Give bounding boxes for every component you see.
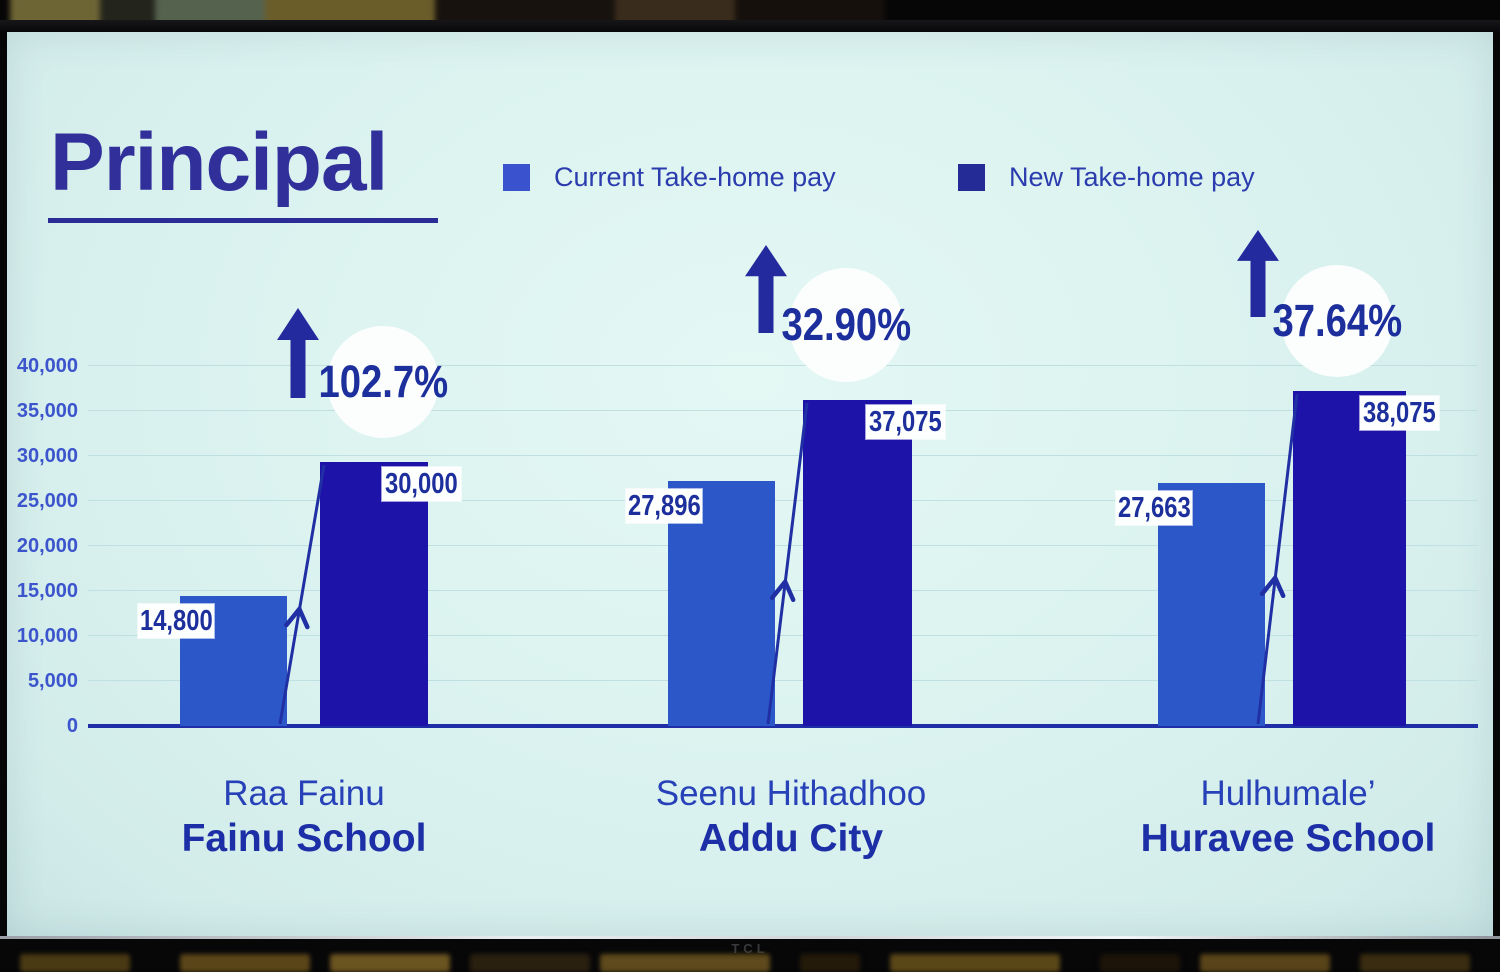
gridline-20000 [88,545,1478,546]
gridline-5000 [88,680,1478,681]
legend-item-new: New Take-home pay [958,162,1255,193]
y-axis-tick-35000: 35,000 [7,399,78,423]
category-line2: Addu City [698,817,884,860]
increase-percent-1: 32.90% [756,297,936,353]
y-axis-tick-20000-text: 20,000 [16,535,78,557]
legend-label-new: New Take-home pay [1009,162,1255,192]
y-axis-tick-20000: 20,000 [7,534,78,558]
new-value-label-1: 37,075 [866,405,945,439]
current-value-label-2-text: 27,663 [1117,491,1191,524]
background-room-bottom [0,950,1500,972]
new-bar-0 [320,462,428,726]
gridline-30000 [88,455,1478,456]
new-bar-2 [1293,391,1406,726]
category-line1: Raa Fainu [223,774,385,813]
y-axis-tick-5000: 5,000 [7,669,78,693]
current-value-label-1-text: 27,896 [627,489,701,522]
title-underline [48,218,438,223]
category-label-2: Hulhumale’ Huravee School [1028,772,1493,862]
current-value-label-0: 14,800 [138,604,214,638]
current-value-label-2: 27,663 [1116,491,1192,525]
x-axis-baseline [88,724,1478,728]
new-value-label-2-text: 38,075 [1363,396,1436,429]
current-value-label-0-text: 14,800 [139,604,213,637]
tv-bezel-top [0,20,1500,34]
new-bar-1 [803,400,912,726]
category-line2: Huravee School [1140,817,1436,860]
category-label-0: Raa Fainu Fainu School [44,772,564,862]
increase-circle-0 [327,326,439,438]
new-value-label-0: 30,000 [382,467,461,501]
bezel-glint [0,936,1500,939]
legend-item-current: Current Take-home pay [503,162,836,193]
category-label-1: Seenu Hithadhoo Addu City [531,772,1051,862]
tv-brand-logo: TCL [731,941,769,956]
increase-percent-0: 102.7% [293,354,473,410]
new-value-label-1-text: 37,075 [869,405,942,438]
y-axis-tick-10000-text: 10,000 [16,625,78,647]
y-axis-tick-15000-text: 15,000 [16,580,78,602]
y-axis-tick-40000-text: 40,000 [16,355,78,377]
increase-percent-0-text: 102.7% [318,356,448,407]
y-axis-tick-10000: 10,000 [7,624,78,648]
increase-circle-1 [789,268,903,382]
y-axis-tick-30000: 30,000 [7,444,78,468]
increase-percent-1-text: 32.90% [781,299,911,350]
page-title: Principal [50,117,388,208]
gridline-25000 [88,500,1478,501]
category-line1: Hulhumale’ [1200,774,1376,813]
gridline-35000 [88,410,1478,411]
gridline-10000 [88,635,1478,636]
increase-percent-2-text: 37.64% [1272,295,1402,346]
increase-circle-2 [1281,265,1393,377]
y-axis-tick-35000-text: 35,000 [16,400,78,422]
new-series-swatch [958,164,985,191]
current-value-label-1: 27,896 [626,489,702,523]
category-line2: Fainu School [181,817,427,860]
y-axis-tick-25000-text: 25,000 [16,490,78,512]
y-axis-tick-25000: 25,000 [7,489,78,513]
y-axis-tick-0: 0 [7,714,78,738]
category-line1: Seenu Hithadhoo [655,774,927,813]
tv-screen: Principal Current Take-home pay New Take… [7,32,1493,936]
new-value-label-0-text: 30,000 [385,467,458,500]
y-axis-tick-30000-text: 30,000 [16,445,78,467]
y-axis-tick-0-text: 0 [66,715,78,737]
y-axis-tick-40000: 40,000 [7,354,78,378]
legend-label-current: Current Take-home pay [554,162,836,192]
y-axis-tick-5000-text: 5,000 [27,670,78,692]
new-value-label-2: 38,075 [1360,396,1439,430]
current-series-swatch [503,164,530,191]
gridline-15000 [88,590,1478,591]
y-axis-tick-15000: 15,000 [7,579,78,603]
increase-percent-2: 37.64% [1247,293,1427,349]
gridline-40000 [88,365,1478,366]
